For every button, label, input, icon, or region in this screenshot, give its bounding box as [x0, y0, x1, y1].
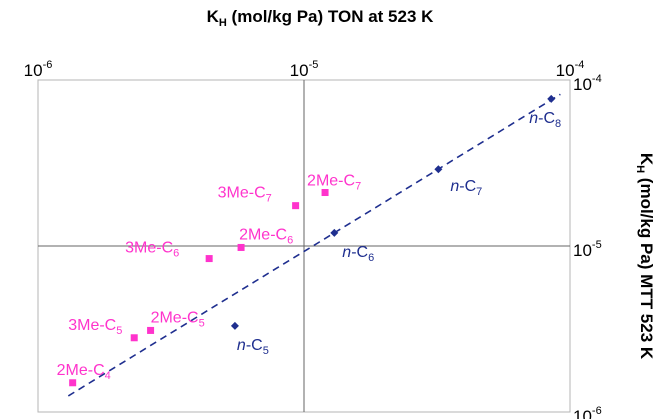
x-tick-label: 10-4: [556, 59, 585, 80]
data-point-square: [205, 255, 213, 263]
data-point-square: [130, 334, 138, 342]
data-point-diamond: [547, 94, 556, 103]
y-tick-label: 10-6: [573, 405, 602, 419]
point-label: 3Me-C7: [218, 185, 272, 205]
point-label: 2Me-C7: [307, 173, 361, 193]
data-point-square: [69, 379, 77, 387]
data-point-diamond: [230, 321, 239, 330]
point-label: n-C7: [450, 178, 482, 198]
y-axis-title-rest: (mol/kg Pa) MTT 523 K: [637, 173, 656, 360]
x-tick-label: 10-6: [24, 59, 53, 80]
point-label: 2Me-C6: [239, 226, 293, 246]
y-tick-label: 10-4: [573, 73, 602, 94]
point-label: n-C5: [237, 337, 269, 357]
x-tick-labels: 10-6 10-5 10-4: [24, 59, 585, 80]
y-axis-title-main: K: [637, 153, 656, 166]
data-point-square: [147, 326, 155, 334]
x-tick-label: 10-5: [290, 59, 319, 80]
data-point-diamond: [434, 165, 443, 174]
y-axis-title: KH (mol/kg Pa) MTT 523 K: [634, 153, 656, 360]
data-point-square: [292, 202, 300, 210]
chart-title-main: K: [207, 7, 220, 26]
point-label: 2Me-C4: [57, 362, 111, 382]
chart-title-rest: (mol/kg Pa) TON at 523 K: [227, 7, 434, 26]
point-label: 2Me-C5: [151, 309, 205, 329]
point-label: 3Me-C5: [68, 317, 122, 337]
y-tick-labels: 10-4 10-5 10-6: [573, 73, 602, 419]
y-tick-label: 10-5: [573, 239, 602, 260]
data-point-square: [321, 189, 329, 197]
data-point-square: [237, 243, 245, 251]
chart-title: KH (mol/kg Pa) TON at 523 K: [207, 7, 435, 29]
point-label: n-C6: [342, 244, 374, 264]
data-point-diamond: [330, 228, 339, 237]
y-axis-title-sub: H: [634, 165, 646, 173]
point-labels: n-C5 n-C6 n-C7 n-C8 2Me-C4 3Me-C5 2Me-C5 3Me-C6…: [57, 110, 561, 382]
chart-title-sub: H: [219, 17, 227, 29]
point-label: 3Me-C6: [125, 240, 179, 260]
point-label: n-C8: [529, 110, 561, 130]
data-points: [69, 94, 556, 387]
trendline: [67, 93, 561, 397]
